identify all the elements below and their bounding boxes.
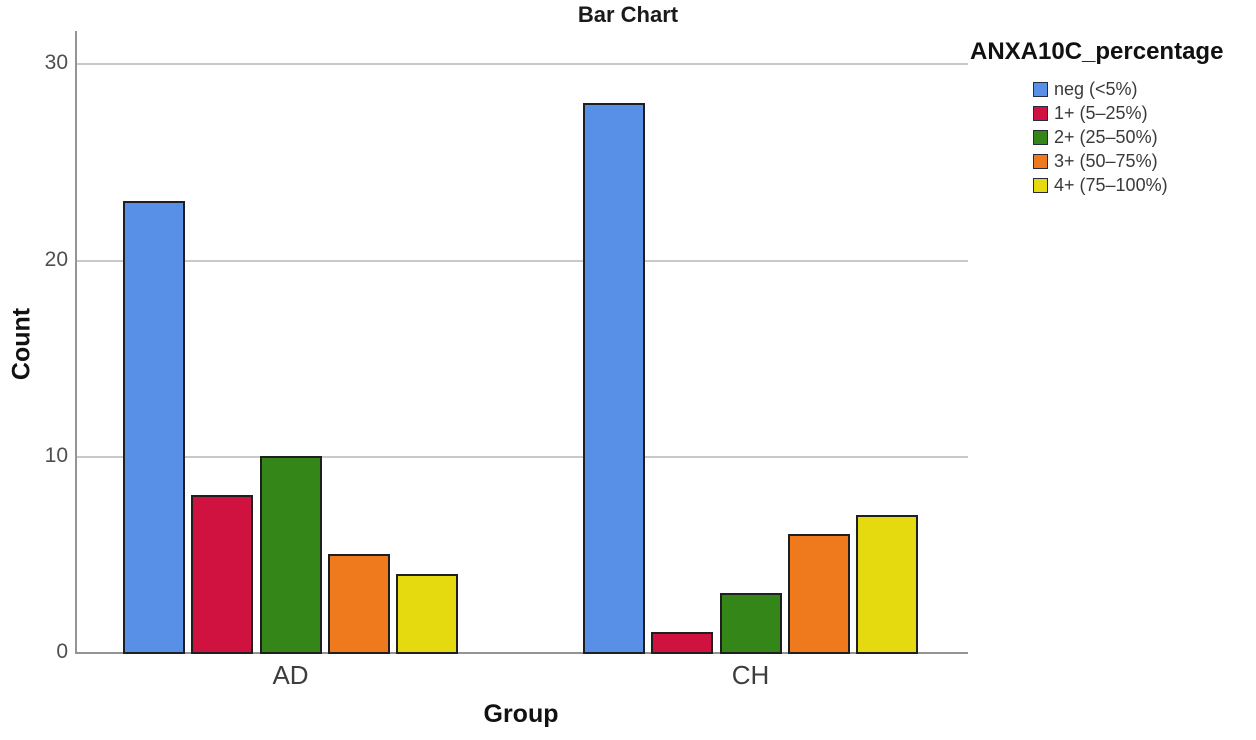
- legend-item-label: 3+ (50–75%): [1054, 151, 1158, 171]
- y-tick-label-20: 20: [44, 247, 68, 271]
- x-axis-title: Group: [483, 700, 559, 728]
- bar-ch-1+-5-25: [651, 632, 714, 654]
- legend-item-label: neg (<5%): [1054, 79, 1138, 99]
- bar-ad-neg-5: [122, 200, 185, 654]
- bar-ad-2+-25-50: [259, 455, 322, 654]
- bar-ch-neg-5: [582, 102, 645, 654]
- legend-item-label: 2+ (25–50%): [1054, 127, 1158, 147]
- x-axis-line: [75, 652, 968, 654]
- legend-item-3: 3+ (50–75%): [1033, 151, 1158, 171]
- bar-ch-4+-75-100: [856, 514, 919, 654]
- y-tick-label-30: 30: [44, 51, 68, 75]
- x-category-label-ch: CH: [731, 660, 770, 690]
- legend-swatch-2: [1033, 130, 1048, 145]
- legend-item-1: 1+ (5–25%): [1033, 103, 1148, 123]
- legend-title: ANXA10C_percentage: [970, 38, 1224, 65]
- legend-item-label: 4+ (75–100%): [1054, 175, 1168, 195]
- x-category-label-ad: AD: [272, 660, 309, 690]
- bar-ch-3+-50-75: [787, 534, 850, 654]
- gridline-30: [77, 63, 968, 66]
- bar-ad-3+-50-75: [327, 553, 390, 654]
- bar-ch-2+-25-50: [719, 593, 782, 654]
- legend-swatch-0: [1033, 82, 1048, 97]
- y-tick-label-0: 0: [56, 640, 68, 663]
- legend-item-0: neg (<5%): [1033, 79, 1138, 99]
- chart-title: Bar Chart: [577, 2, 679, 27]
- legend-swatch-3: [1033, 154, 1048, 169]
- y-tick-label-10: 10: [44, 443, 68, 467]
- gridline-20: [77, 259, 968, 262]
- legend-item-label: 1+ (5–25%): [1054, 103, 1148, 123]
- legend-item-4: 4+ (75–100%): [1033, 175, 1168, 195]
- legend-item-2: 2+ (25–50%): [1033, 127, 1158, 147]
- legend-swatch-4: [1033, 178, 1048, 193]
- y-axis-title: Count: [7, 307, 36, 381]
- legend-swatch-1: [1033, 106, 1048, 121]
- bar-ad-1+-5-25: [191, 495, 254, 654]
- bar-ad-4+-75-100: [396, 573, 459, 654]
- gridline-10: [77, 455, 968, 458]
- y-axis-line: [75, 31, 77, 654]
